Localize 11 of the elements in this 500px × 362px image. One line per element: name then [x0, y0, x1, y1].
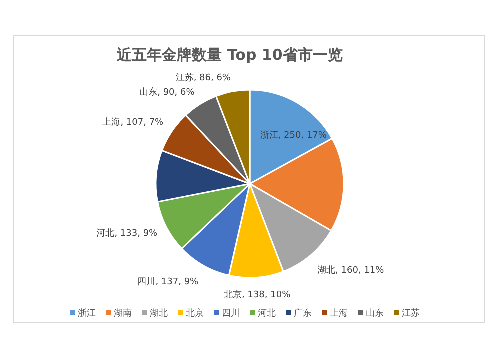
legend-label: 湖南: [114, 308, 132, 319]
legend-label: 山东: [366, 308, 384, 319]
legend-label: 浙江: [78, 308, 96, 319]
legend-label: 广东: [294, 308, 312, 319]
title: 近五年金牌数量 Top 10省市一览: [117, 46, 343, 64]
legend-label: 河北: [258, 308, 276, 319]
legend-label: 北京: [186, 308, 204, 319]
legend-label: 四川: [222, 308, 240, 319]
legend-label: 湖北: [150, 308, 168, 319]
legend-label: 江苏: [402, 308, 420, 319]
legend-label: 上海: [330, 308, 348, 319]
